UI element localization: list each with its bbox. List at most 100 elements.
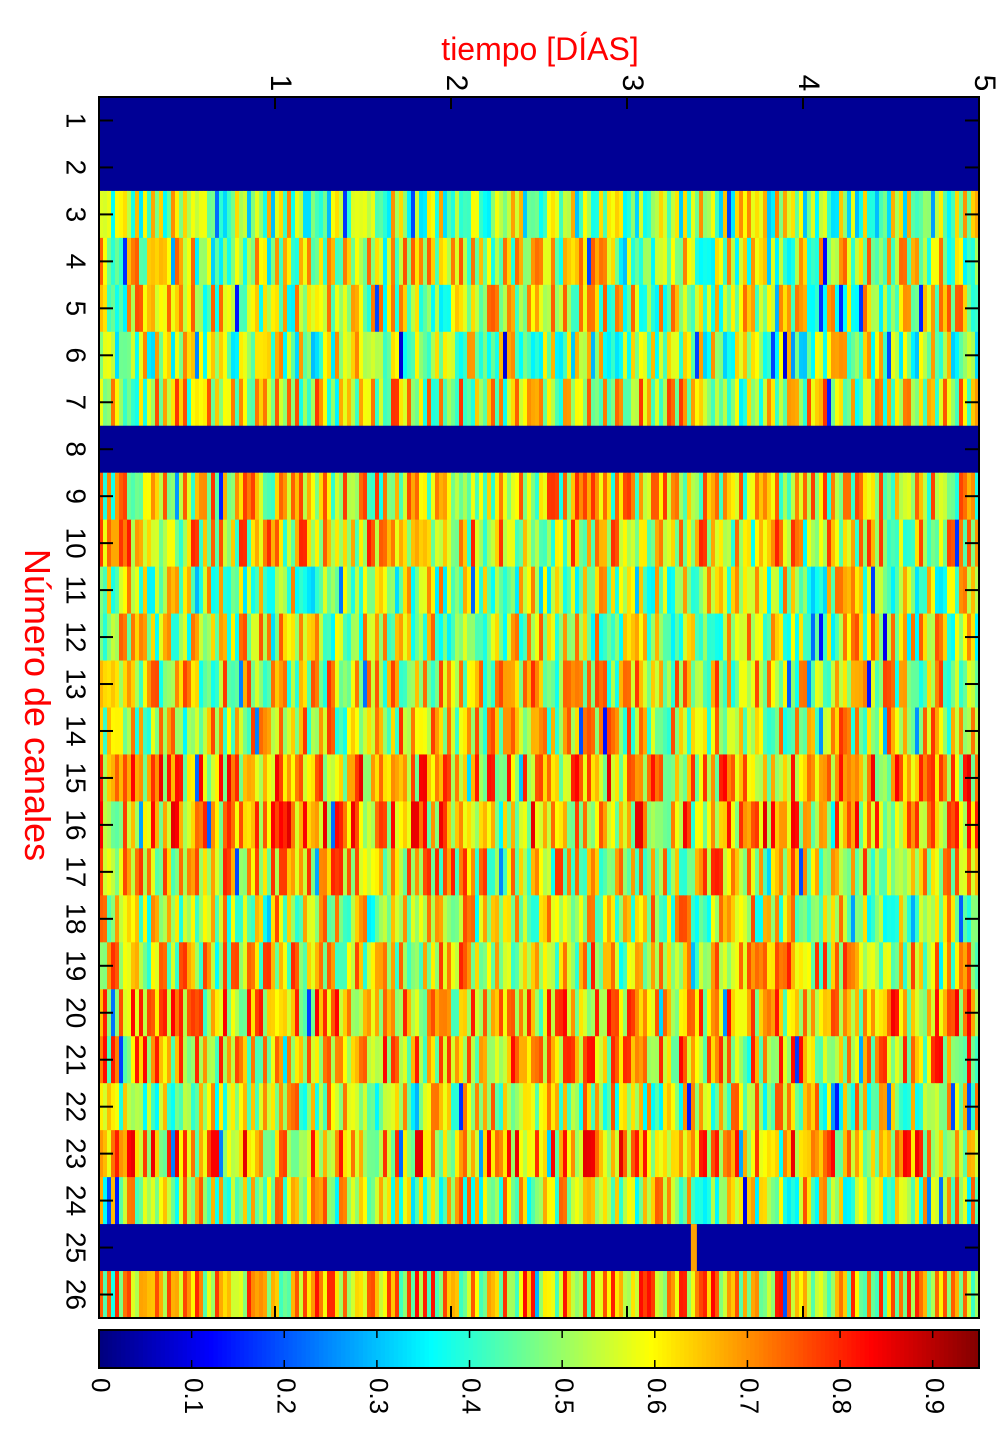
heatmap-cell [227, 848, 232, 896]
heatmap-cell [887, 848, 892, 896]
heatmap-cell [839, 473, 844, 521]
heatmap-cell [839, 848, 844, 896]
heatmap-cell [235, 754, 240, 802]
heatmap-cell [211, 895, 216, 943]
heatmap-cell [219, 1271, 224, 1319]
heatmap-cell [251, 332, 256, 380]
heatmap-cell [115, 848, 120, 896]
heatmap-cell [911, 473, 916, 521]
heatmap-cell [715, 379, 720, 427]
heatmap-cell [447, 614, 452, 662]
heatmap-cell [227, 1130, 232, 1178]
heatmap-cell [659, 520, 664, 568]
heatmap-cell [335, 942, 340, 990]
heatmap-cell [923, 989, 928, 1037]
heatmap-row-18 [99, 895, 980, 943]
heatmap-cell [855, 614, 860, 662]
heatmap-cell [775, 989, 780, 1037]
heatmap-cell [467, 332, 472, 380]
heatmap-cell [619, 614, 624, 662]
heatmap-cell [951, 191, 956, 239]
heatmap-cell [131, 801, 136, 849]
heatmap-cell [183, 614, 188, 662]
heatmap-cell [275, 942, 280, 990]
heatmap-cell [843, 1271, 848, 1319]
heatmap-cell [779, 1036, 784, 1084]
heatmap-cell [207, 1271, 212, 1319]
heatmap-cell [175, 895, 180, 943]
heatmap-cell [699, 473, 704, 521]
heatmap-cell [847, 989, 852, 1037]
heatmap-cell [143, 1271, 148, 1319]
heatmap-cell [259, 801, 264, 849]
heatmap-cell [787, 567, 792, 615]
heatmap-cell [291, 989, 296, 1037]
heatmap-cell [835, 567, 840, 615]
heatmap-cell [619, 942, 624, 990]
heatmap-cell [755, 238, 760, 286]
heatmap-cell [559, 801, 564, 849]
heatmap-cell [595, 661, 600, 709]
heatmap-cell [747, 567, 752, 615]
heatmap-cell [747, 895, 752, 943]
heatmap-cell [779, 473, 784, 521]
heatmap-cell [567, 285, 572, 333]
heatmap-cell [915, 520, 920, 568]
heatmap-cell [519, 1177, 524, 1225]
heatmap-cell [571, 379, 576, 427]
heatmap-cell [739, 191, 744, 239]
heatmap-cell [391, 848, 396, 896]
heatmap-cell [491, 520, 496, 568]
heatmap-cell [935, 989, 940, 1037]
heatmap-cell [923, 661, 928, 709]
heatmap-cell [339, 379, 344, 427]
heatmap-cell [747, 1036, 752, 1084]
heatmap-cell [827, 848, 832, 896]
heatmap-cell [691, 238, 696, 286]
heatmap-cell [799, 1083, 804, 1131]
heatmap-cell [951, 754, 956, 802]
heatmap-cell [915, 1036, 920, 1084]
heatmap-cell [535, 614, 540, 662]
heatmap-cell [851, 754, 856, 802]
heatmap-cell [787, 238, 792, 286]
heatmap-cell [639, 1036, 644, 1084]
heatmap-cell [267, 1130, 272, 1178]
heatmap-cell [391, 1130, 396, 1178]
heatmap-cell [695, 754, 700, 802]
heatmap-cell [867, 895, 872, 943]
heatmap-cell [179, 1177, 184, 1225]
heatmap-cell [127, 661, 132, 709]
heatmap-cell [283, 1271, 288, 1319]
heatmap-cell [823, 848, 828, 896]
heatmap-cell [379, 1177, 384, 1225]
heatmap-cell [291, 895, 296, 943]
heatmap-cell [387, 473, 392, 521]
heatmap-cell [243, 473, 248, 521]
heatmap-cell [611, 473, 616, 521]
heatmap-cell [123, 708, 128, 756]
heatmap-cell [315, 848, 320, 896]
heatmap-cell [627, 1130, 632, 1178]
heatmap-cell [807, 567, 812, 615]
heatmap-cell [147, 1177, 152, 1225]
heatmap-cell [715, 989, 720, 1037]
heatmap-cell [923, 285, 928, 333]
heatmap-cell [203, 942, 208, 990]
heatmap-cell [279, 1177, 284, 1225]
heatmap-cell [659, 708, 664, 756]
heatmap-cell [935, 801, 940, 849]
heatmap-cell [151, 708, 156, 756]
heatmap-cell [779, 614, 784, 662]
heatmap-row-1 [99, 97, 979, 145]
heatmap-cell [647, 848, 652, 896]
heatmap-cell [611, 895, 616, 943]
heatmap-cell [611, 801, 616, 849]
heatmap-cell [231, 1177, 236, 1225]
heatmap-cell [235, 332, 240, 380]
heatmap-cell [291, 708, 296, 756]
heatmap-cell [735, 661, 740, 709]
heatmap-cell [627, 1177, 632, 1225]
heatmap-cell [643, 708, 648, 756]
heatmap-cell [783, 754, 788, 802]
